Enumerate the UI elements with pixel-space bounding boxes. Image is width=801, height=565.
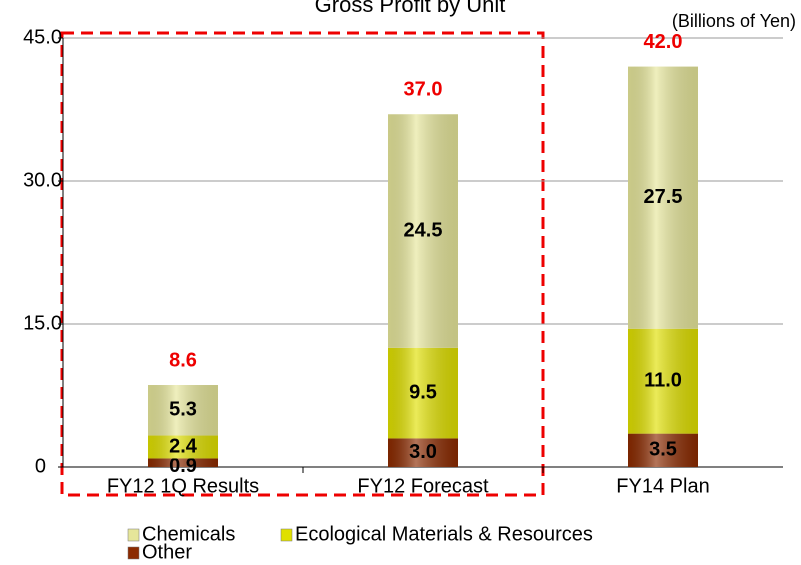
- bar-shine: [628, 66, 698, 329]
- data-label: 3.5: [649, 439, 677, 461]
- highlight-box: [60, 31, 545, 497]
- y-tick-label: 45.0: [23, 26, 62, 48]
- bar-shine: [628, 433, 698, 467]
- data-label: 24.5: [404, 219, 443, 241]
- bar-shine: [148, 385, 218, 436]
- data-label: 2.4: [169, 435, 198, 457]
- data-label: 0.9: [169, 455, 197, 477]
- bar-shine: [148, 458, 218, 467]
- bar-shine: [388, 438, 458, 467]
- legend-swatch: [127, 528, 140, 542]
- bar-shine: [388, 347, 458, 439]
- legend-swatch: [127, 546, 140, 560]
- bar-shine: [388, 114, 458, 348]
- total-label: 42.0: [644, 31, 683, 53]
- chart-title: Gross Profit by Unit: [315, 0, 506, 17]
- bar-shine: [628, 328, 698, 434]
- data-label: 27.5: [644, 186, 683, 208]
- y-tick-label: 30.0: [23, 169, 62, 191]
- y-tick-label: 15.0: [23, 312, 62, 334]
- x-tick-label: FY12 Forecast: [357, 475, 489, 497]
- total-label: 37.0: [404, 79, 443, 101]
- unit-label: (Billions of Yen): [672, 11, 796, 31]
- data-label: 11.0: [644, 369, 682, 391]
- y-tick-label: 0: [35, 455, 46, 477]
- bar-shine: [148, 435, 218, 459]
- data-label: 9.5: [409, 381, 437, 403]
- x-tick-label: FY14 Plan: [616, 475, 709, 497]
- data-label: 5.3: [169, 399, 197, 421]
- legend-swatch: [280, 528, 293, 542]
- legend-label: Ecological Materials & Resources: [295, 523, 593, 545]
- legend-label: Other: [142, 541, 192, 563]
- total-label: 8.6: [169, 349, 197, 371]
- legend-label: Chemicals: [142, 523, 235, 545]
- data-label: 3.0: [409, 441, 437, 463]
- x-tick-label: FY12 1Q Results: [107, 475, 259, 497]
